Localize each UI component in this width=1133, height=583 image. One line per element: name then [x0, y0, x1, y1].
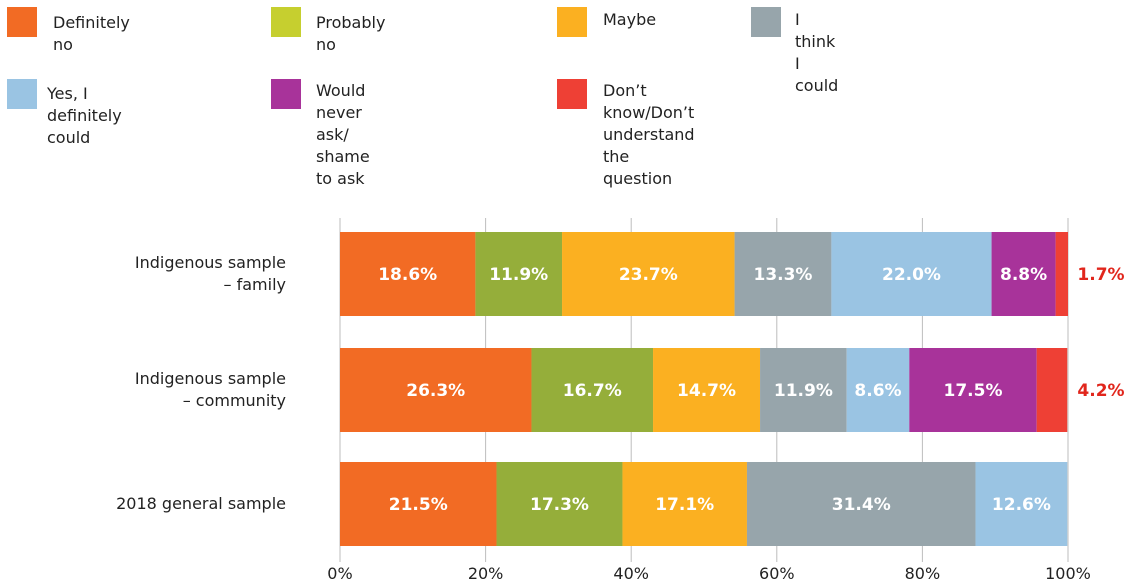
- bar-segment: [975, 462, 1068, 546]
- legend-swatch: [557, 7, 587, 37]
- data-label: 12.6%: [992, 495, 1051, 515]
- bar-segment: [531, 348, 654, 432]
- data-label: 31.4%: [832, 495, 891, 515]
- bar-segment: [909, 348, 1037, 432]
- data-labels: 18.6% 11.9% 23.7% 13.3% 22.0% 8.8% 1.7% 26.3% 16…: [378, 265, 1124, 515]
- data-label: 8.6%: [854, 381, 901, 401]
- data-label: 14.7%: [677, 381, 736, 401]
- bar-segment: [562, 232, 735, 316]
- data-label: 21.5%: [389, 495, 448, 515]
- legend-swatch: [751, 7, 781, 37]
- legend-swatch: [271, 7, 301, 37]
- bar-segment: [831, 232, 992, 316]
- bar-segment: [496, 462, 623, 546]
- data-label: 16.7%: [563, 381, 622, 401]
- bar-segment: [622, 462, 747, 546]
- bar-segment: [340, 462, 497, 546]
- legend-label: I think I could: [795, 10, 839, 95]
- category-label: Indigenous sample – community: [135, 369, 286, 410]
- legend-swatch: [271, 79, 301, 109]
- legend-label: Probably no: [316, 13, 386, 54]
- legend-swatch: [7, 79, 37, 109]
- x-tick-label: 20%: [468, 564, 504, 583]
- bar-segment: [1055, 232, 1068, 316]
- legend-label: Don’t know/Don’t understand the question: [603, 81, 695, 188]
- category-label-line: – family: [224, 275, 286, 294]
- category-label-line: Indigenous sample: [135, 253, 286, 272]
- bar-segment: [991, 232, 1056, 316]
- bar-segment: [734, 232, 832, 316]
- category-label: Indigenous sample – family: [135, 253, 286, 294]
- data-label: 13.3%: [753, 265, 812, 285]
- data-label: 17.1%: [655, 495, 714, 515]
- x-tick-label: 100%: [1045, 564, 1091, 583]
- data-label: 18.6%: [378, 265, 437, 285]
- x-tick-label: 0%: [327, 564, 352, 583]
- category-label: 2018 general sample: [116, 494, 286, 513]
- bar-row: [340, 462, 1068, 546]
- category-label-line: Indigenous sample: [135, 369, 286, 388]
- x-tick-label: 60%: [759, 564, 795, 583]
- legend-label: Yes, I definitely could: [47, 84, 122, 147]
- bar-segment: [746, 462, 976, 546]
- data-label: 11.9%: [774, 381, 833, 401]
- data-label: 1.7%: [1077, 265, 1124, 285]
- bar-segment: [340, 232, 476, 316]
- data-label: 17.3%: [530, 495, 589, 515]
- x-tick-label: 80%: [905, 564, 941, 583]
- bar-segment: [653, 348, 761, 432]
- legend-label: Would never ask/ shame to ask: [316, 81, 370, 188]
- legend-label: Definitely no: [53, 13, 130, 54]
- bar-segment: [1036, 348, 1068, 432]
- bar-segment: [475, 232, 563, 316]
- bars: [340, 232, 1068, 546]
- bar-segment: [760, 348, 847, 432]
- data-label: 26.3%: [406, 381, 465, 401]
- category-label-line: – community: [183, 391, 286, 410]
- data-label: 8.8%: [1000, 265, 1047, 285]
- bar-segment: [846, 348, 910, 432]
- x-tick-label: 40%: [613, 564, 649, 583]
- data-label: 11.9%: [489, 265, 548, 285]
- x-axis-ticks: 0% 20% 40% 60% 80% 100%: [327, 564, 1091, 583]
- data-label: 4.2%: [1077, 381, 1124, 401]
- legend-swatch: [7, 7, 37, 37]
- data-label: 17.5%: [944, 381, 1003, 401]
- bar-row: [340, 348, 1068, 432]
- data-label: 22.0%: [882, 265, 941, 285]
- category-label-line: 2018 general sample: [116, 494, 286, 513]
- data-label: 23.7%: [619, 265, 678, 285]
- legend-swatch: [557, 79, 587, 109]
- bar-segment: [340, 348, 532, 432]
- bar-row: [340, 232, 1068, 316]
- legend-label: Maybe: [603, 10, 657, 29]
